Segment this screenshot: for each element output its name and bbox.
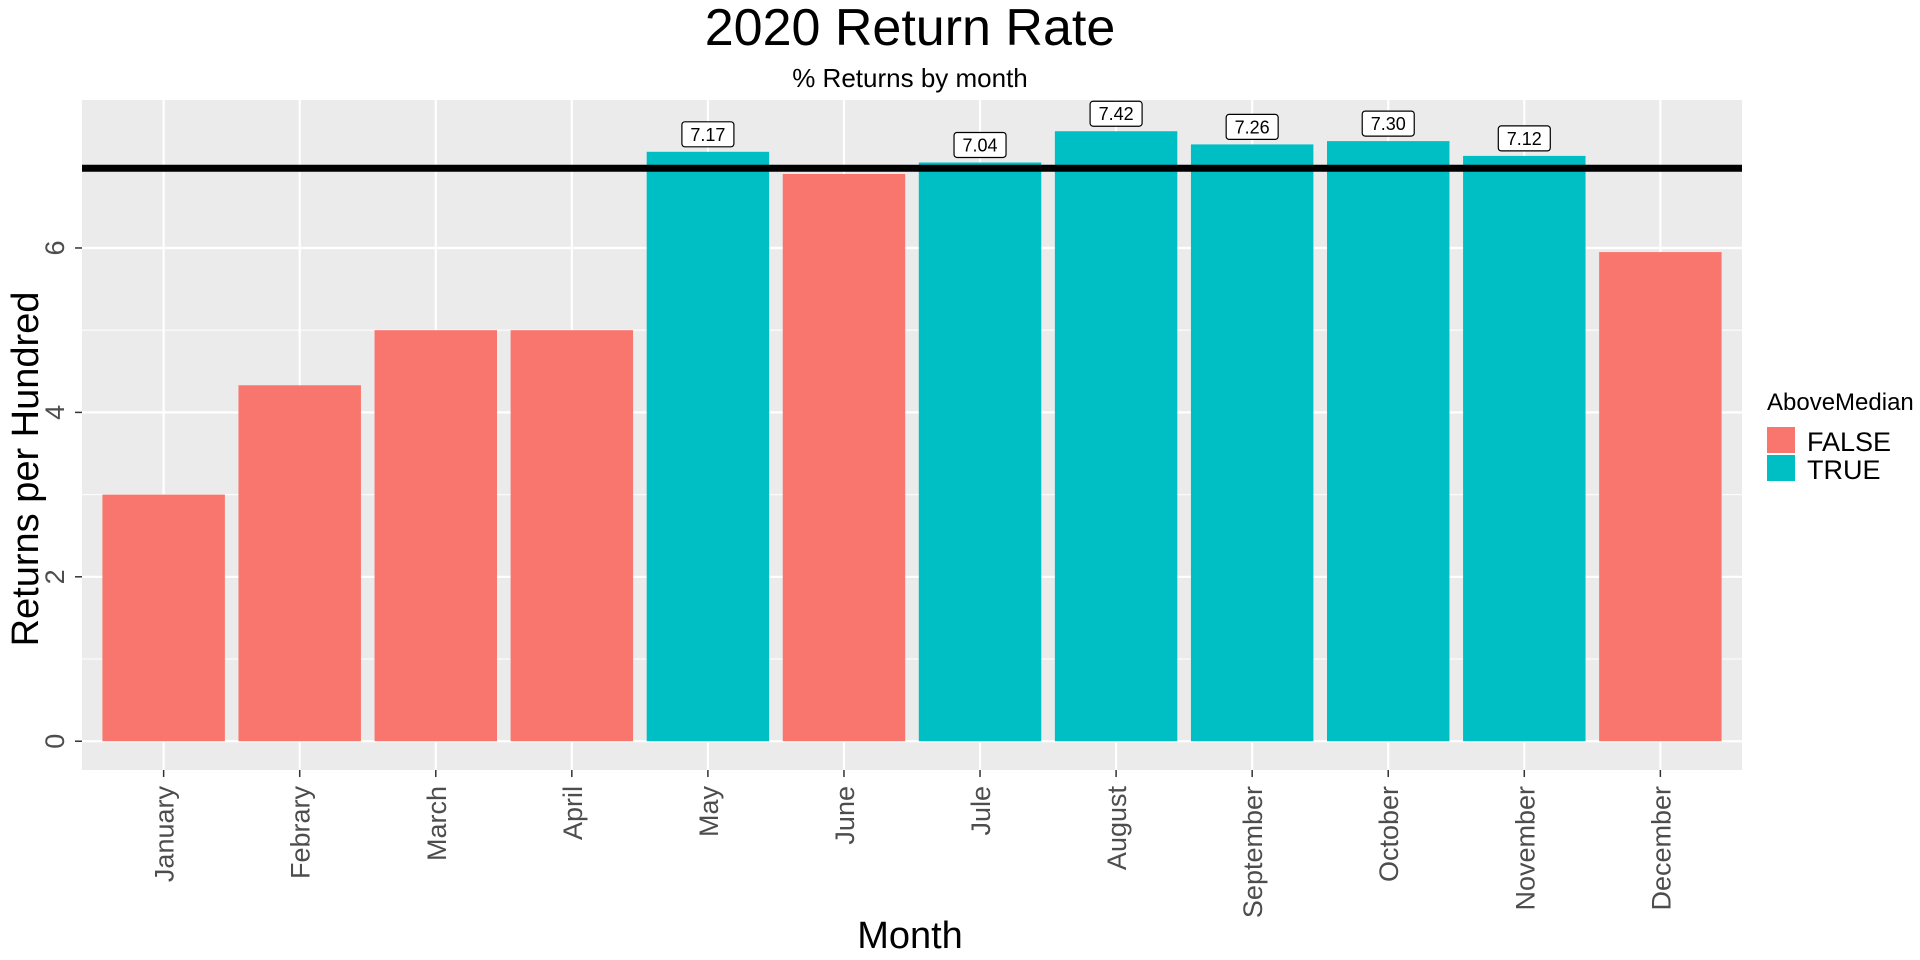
bar-febrary (238, 385, 361, 742)
data-label-text: 7.30 (1371, 114, 1406, 134)
bar-january (102, 494, 225, 742)
y-tick-label: 2 (40, 569, 70, 584)
data-label-box (1089, 100, 1143, 127)
bar-jule (918, 162, 1042, 742)
x-tick-label-october: October (1374, 786, 1404, 882)
x-tick-label-april: April (558, 786, 588, 840)
x-tick-label-september: September (1238, 786, 1268, 918)
data-label-may: 7.17 (681, 121, 735, 148)
data-label-box (1225, 113, 1279, 140)
data-label-box (681, 121, 735, 148)
data-label-box (1361, 110, 1415, 137)
bar-may (646, 151, 770, 742)
x-tick-label-march: March (422, 786, 452, 861)
legend-label-true: TRUE (1807, 455, 1881, 485)
data-label-august: 7.42 (1089, 100, 1143, 127)
data-label-november: 7.12 (1497, 125, 1551, 152)
x-tick-label-may: May (694, 786, 724, 838)
chart-title: 2020 Return Rate (705, 0, 1116, 57)
x-tick-label-august: August (1102, 786, 1132, 871)
bars (102, 131, 1722, 742)
data-labels: 7.17 7.04 7.42 7.26 7.30 7.12 (681, 100, 1551, 159)
legend: AboveMedian FALSE TRUE (1767, 389, 1914, 485)
data-label-jule: 7.04 (953, 131, 1007, 159)
x-tick-label-jule: Jule (966, 786, 996, 836)
bar-october (1327, 141, 1450, 742)
legend-label-false: FALSE (1807, 427, 1891, 457)
x-tick-label-december: December (1646, 786, 1676, 911)
bar-august (1054, 131, 1178, 742)
bar-september (1190, 144, 1314, 742)
bar-april (510, 330, 634, 742)
chart-subtitle: % Returns by month (792, 63, 1028, 93)
x-tick-label-january: January (150, 786, 180, 883)
data-label-september: 7.26 (1225, 113, 1279, 140)
data-label-box (953, 131, 1007, 159)
data-label-text: 7.12 (1507, 129, 1542, 149)
data-label-box (1497, 125, 1551, 152)
bar-march (374, 330, 497, 742)
data-label-text: 7.17 (690, 125, 725, 145)
bar-june (782, 173, 906, 742)
data-label-text: 7.04 (963, 135, 998, 155)
y-tick-label: 0 (40, 734, 70, 749)
legend-key-false (1767, 427, 1795, 453)
x-axis: January Febrary March April May June Jule Augus… (150, 770, 1676, 918)
data-label-text: 7.26 (1235, 117, 1270, 137)
x-axis-title: Month (857, 915, 963, 957)
legend-key-true (1767, 455, 1795, 481)
legend-title: AboveMedian (1767, 389, 1914, 416)
data-label-october: 7.30 (1361, 110, 1415, 137)
x-tick-label-november: November (1510, 786, 1540, 911)
y-axis: 0 2 4 6 (40, 240, 82, 749)
bar-december (1599, 252, 1722, 742)
y-axis-title: Returns per Hundred (5, 292, 47, 647)
x-tick-label-june: June (830, 786, 860, 845)
bar-november (1463, 155, 1586, 742)
y-tick-label: 6 (40, 240, 70, 255)
y-tick-label: 4 (40, 405, 70, 420)
x-tick-label-febrary: Febrary (286, 786, 316, 880)
data-label-text: 7.42 (1099, 104, 1134, 124)
